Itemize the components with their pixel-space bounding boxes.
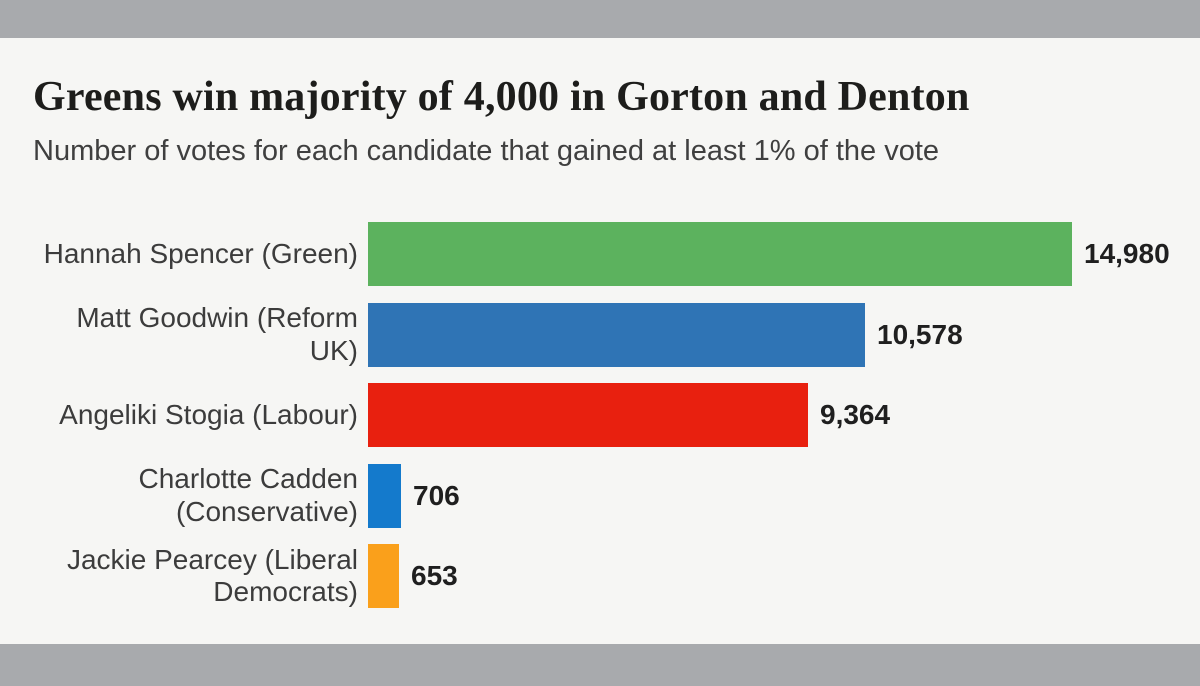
value-label: 706 (413, 479, 460, 511)
bar-track: 9,364 (368, 383, 1200, 447)
category-label: Matt Goodwin (Reform UK) (76, 302, 358, 366)
chart-title: Greens win majority of 4,000 in Gorton a… (33, 74, 970, 120)
bar-green (368, 222, 1072, 286)
chart-card: Greens win majority of 4,000 in Gorton a… (0, 38, 1200, 644)
chart-row: Charlotte Cadden (Conservative) 706 (0, 463, 1200, 528)
chart-row: Angeliki Stogia (Labour) 9,364 (0, 383, 1200, 447)
chart-subtitle: Number of votes for each candidate that … (33, 135, 940, 167)
bar-chart: Hannah Spencer (Green) 14,980 Matt Goodw… (0, 222, 1200, 608)
bar-conservative (368, 463, 401, 528)
bar-track: 706 (368, 463, 1200, 528)
chart-row: Matt Goodwin (Reform UK) 10,578 (0, 302, 1200, 367)
category-label: Hannah Spencer (Green) (43, 237, 358, 269)
bar-track: 653 (368, 544, 1200, 608)
value-label: 14,980 (1084, 238, 1170, 269)
bar-track: 14,980 (368, 222, 1200, 286)
chart-row: Hannah Spencer (Green) 14,980 (0, 222, 1200, 286)
bar-labour (368, 383, 808, 447)
bar-reform-uk (368, 302, 865, 367)
bar-track: 10,578 (368, 302, 1200, 367)
value-label: 9,364 (820, 399, 891, 430)
category-label: Jackie Pearcey (Liberal Democrats) (66, 543, 358, 607)
chart-row: Jackie Pearcey (Liberal Democrats) 653 (0, 544, 1200, 608)
bar-liberal-democrats (368, 544, 399, 608)
category-label: Angeliki Stogia (Labour) (59, 398, 358, 430)
category-label: Charlotte Cadden (Conservative) (138, 463, 358, 527)
value-label: 653 (411, 560, 458, 591)
value-label: 10,578 (877, 318, 963, 350)
